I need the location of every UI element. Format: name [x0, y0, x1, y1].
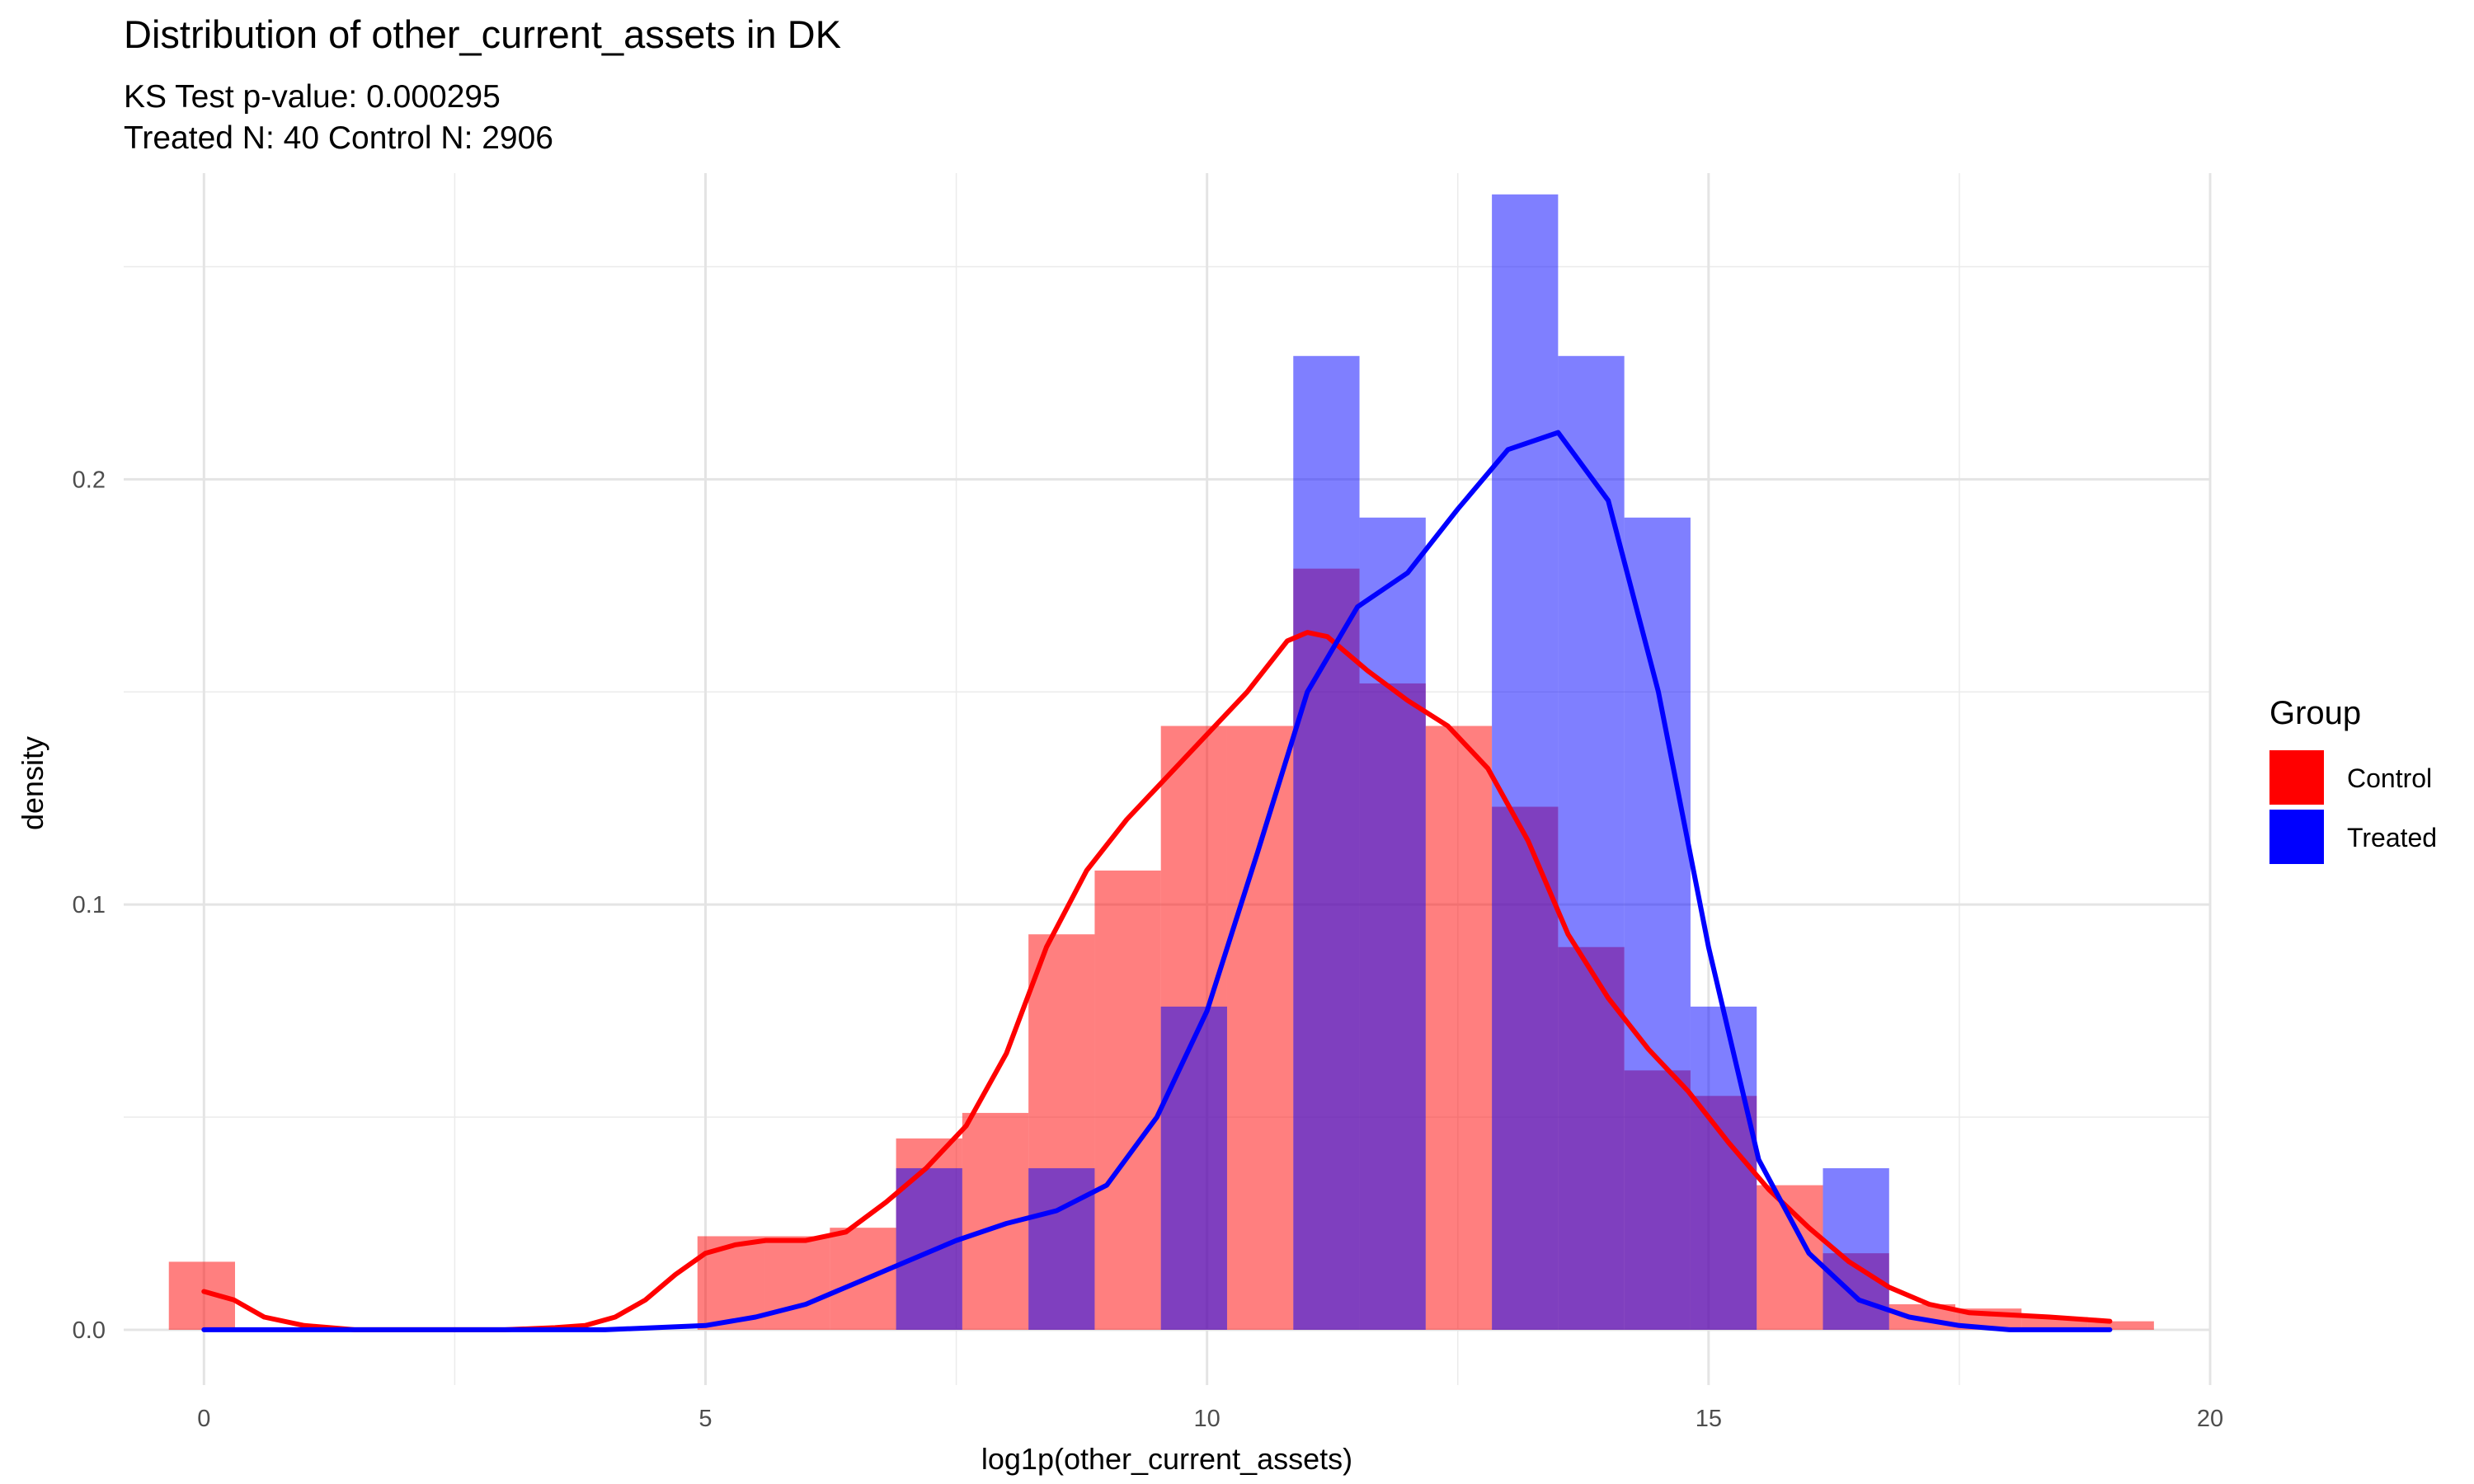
y-tick-label: 0.0 — [73, 1317, 106, 1344]
legend-label-control: Control — [2347, 763, 2432, 793]
treated-histogram-bar — [1359, 517, 1426, 1330]
legend-title: Group — [2269, 695, 2361, 731]
chart-subtitle-sample-sizes: Treated N: 40 Control N: 2906 — [124, 120, 553, 156]
legend-swatch-treated — [2269, 810, 2324, 864]
treated-histogram-bar — [1690, 1006, 1757, 1330]
x-tick-label: 20 — [2197, 1406, 2223, 1432]
density-curves — [201, 430, 2113, 1332]
y-axis-title: density — [16, 736, 49, 830]
x-axis-title: log1p(other_current_assets) — [981, 1442, 1352, 1476]
control-histogram-bar — [1226, 726, 1294, 1330]
x-tick-label: 5 — [698, 1406, 712, 1432]
chart-subtitle-ks-test: KS Test p-value: 0.000295 — [124, 79, 501, 115]
legend-swatch-control — [2269, 750, 2324, 805]
control-histogram-bar — [1425, 726, 1493, 1330]
treated-histogram-bar — [896, 1167, 962, 1330]
y-tick-label: 0.1 — [73, 892, 106, 918]
legend-label-treated: Treated — [2347, 823, 2437, 852]
control-histogram-bar — [2087, 1321, 2154, 1330]
treated-histogram-bar — [1293, 355, 1360, 1330]
x-tick-label: 0 — [197, 1406, 210, 1432]
control-histogram-bar — [764, 1236, 830, 1330]
chart-title: Distribution of other_current_assets in … — [124, 12, 841, 56]
control-histogram-bar — [1094, 870, 1161, 1330]
treated-histogram-bar — [1028, 1167, 1095, 1330]
x-tick-label: 15 — [1696, 1406, 1722, 1432]
y-axis-tick-labels: 0.0 0.1 0.2 — [73, 467, 106, 1344]
legend: Group Control Treated — [2269, 695, 2437, 864]
treated-histogram-bar — [1160, 1006, 1227, 1330]
treated-histogram-bar — [1558, 355, 1625, 1330]
x-tick-label: 10 — [1194, 1406, 1221, 1432]
treated-histogram-bar — [1624, 517, 1691, 1330]
treated-density-curve — [201, 430, 2113, 1332]
treated-histogram-bar — [1492, 194, 1559, 1330]
y-tick-label: 0.2 — [73, 467, 106, 493]
x-axis-tick-labels: 0 5 10 15 20 — [197, 1406, 2223, 1432]
